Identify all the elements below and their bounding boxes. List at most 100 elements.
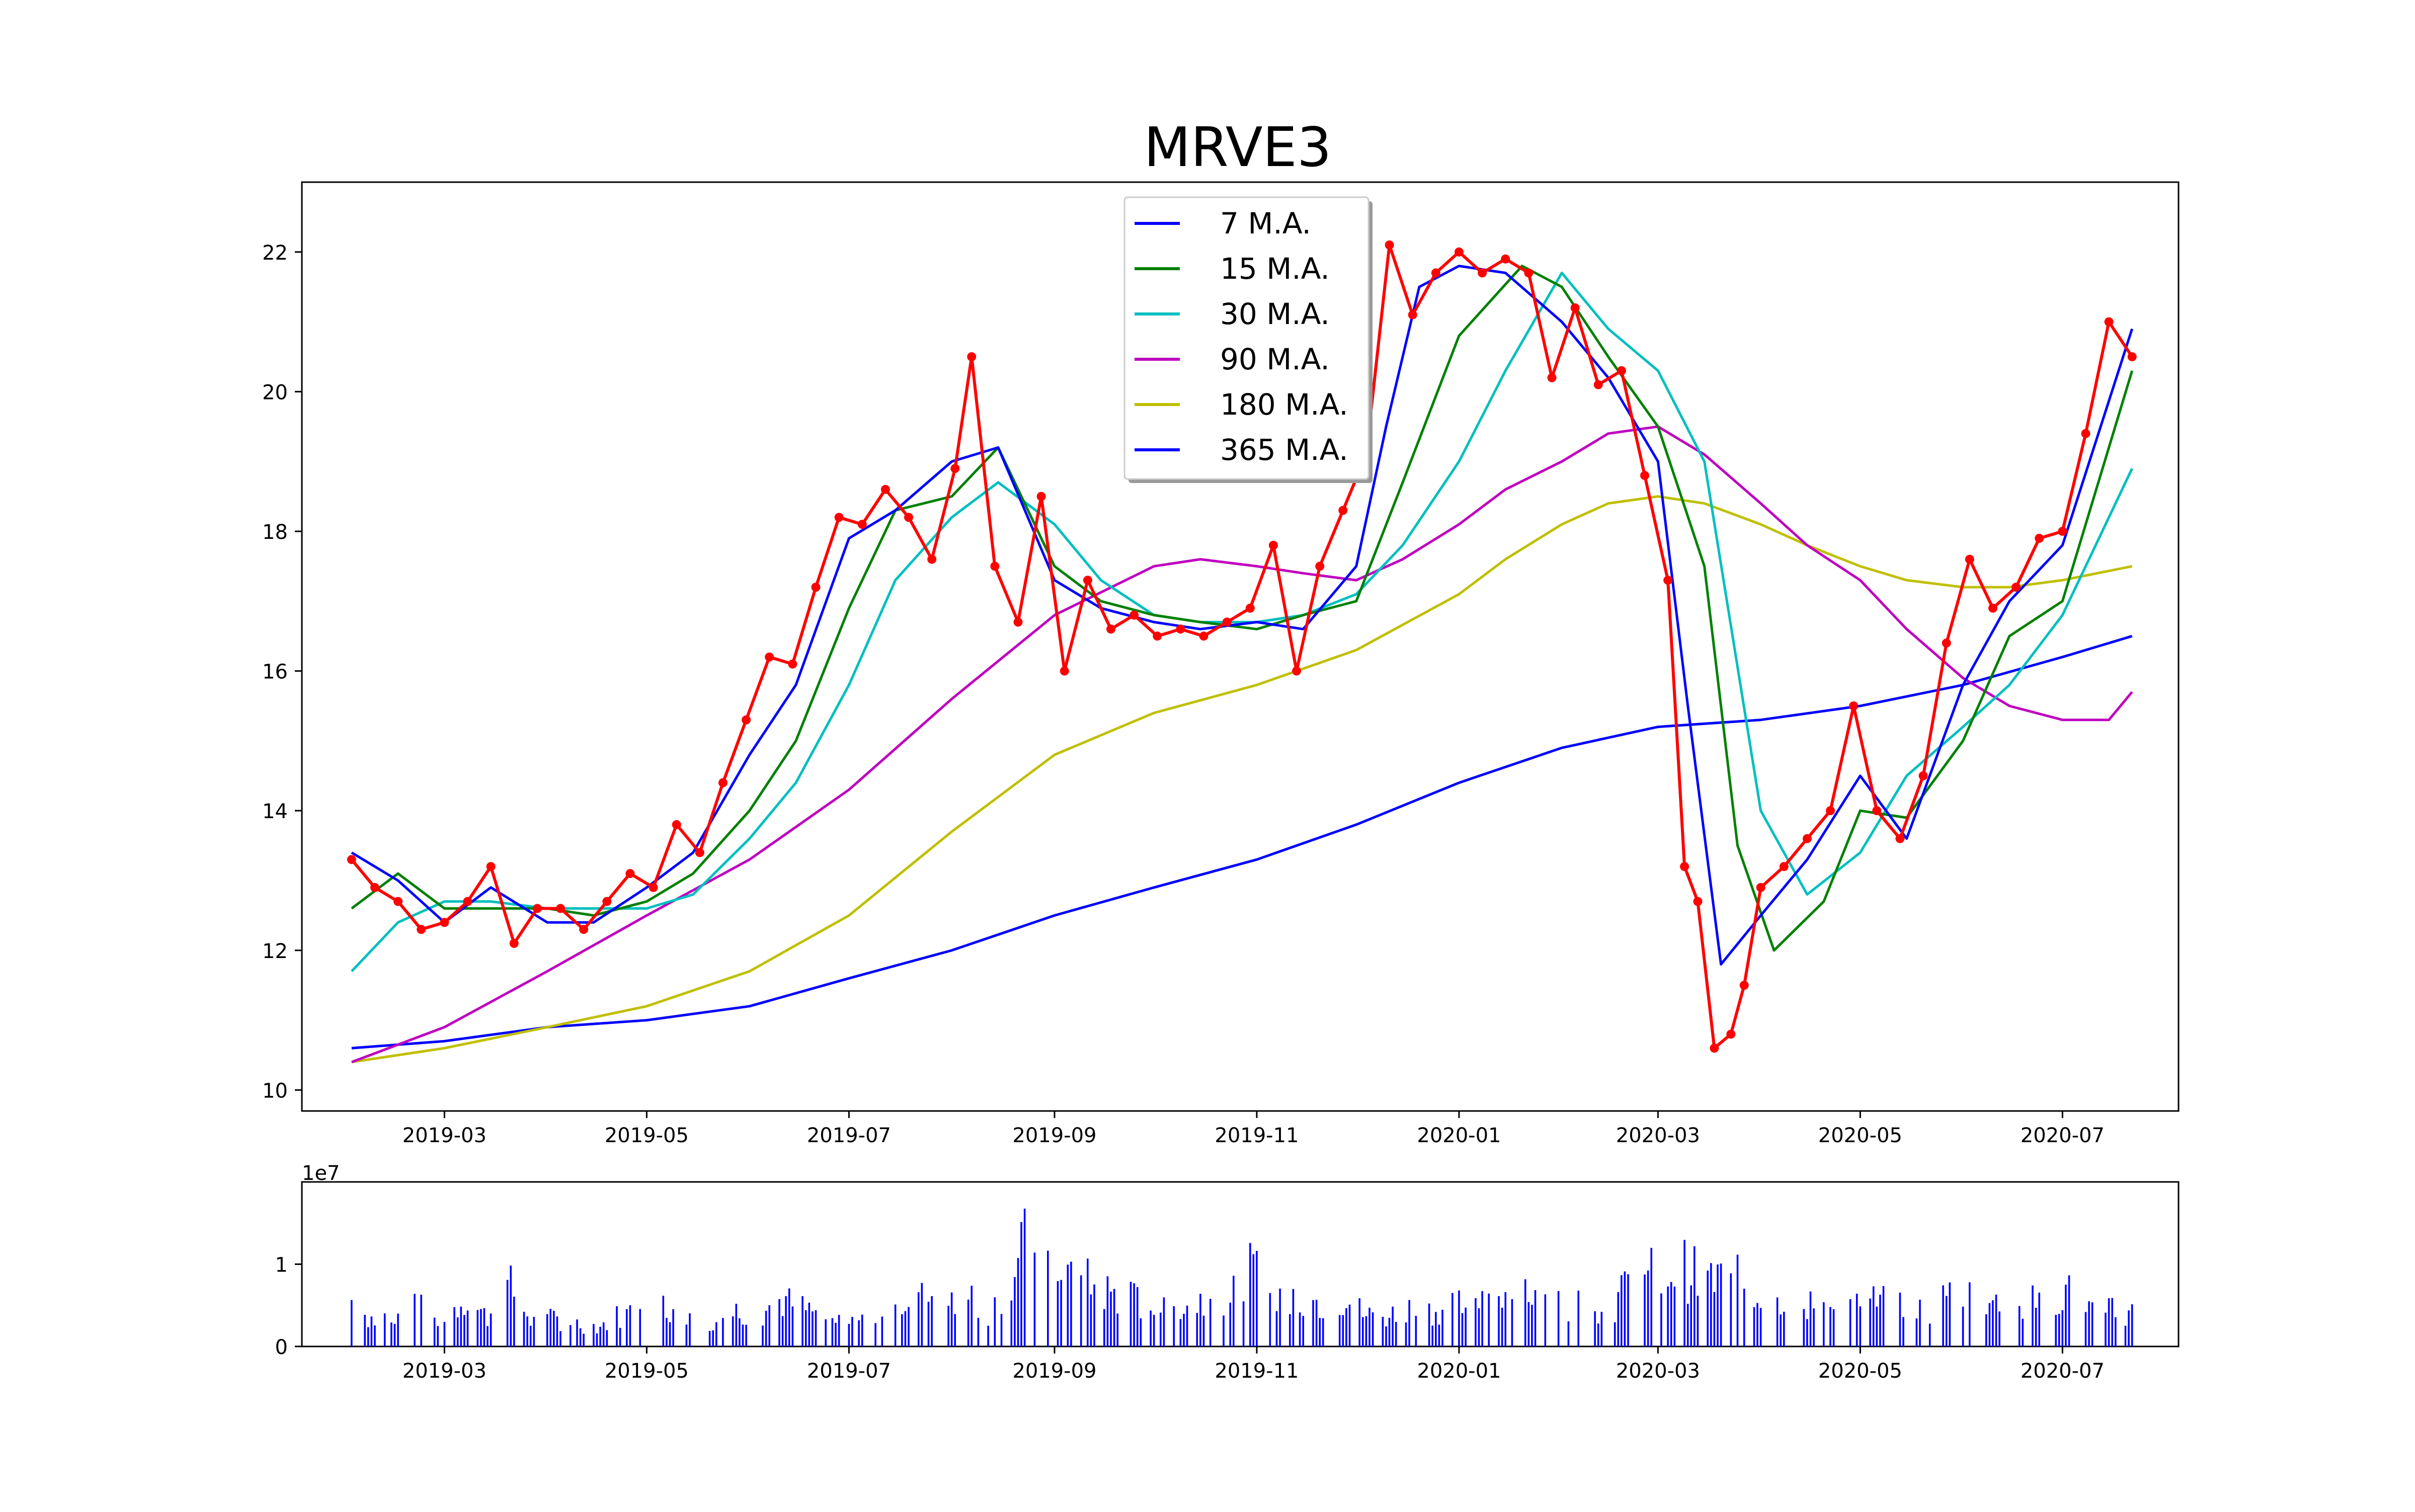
volume-x-tick-label: 2019-07 bbox=[807, 1360, 891, 1383]
volume-bar bbox=[666, 1318, 668, 1346]
volume-bar bbox=[1252, 1254, 1255, 1346]
volume-bar bbox=[510, 1265, 512, 1346]
volume-bar bbox=[1869, 1298, 1871, 1346]
volume-bar bbox=[762, 1325, 764, 1346]
volume-bar bbox=[1441, 1310, 1443, 1346]
volume-bar bbox=[1998, 1311, 2000, 1346]
volume-bar bbox=[1338, 1315, 1341, 1346]
volume-bar bbox=[1395, 1322, 1397, 1346]
volume-bar bbox=[927, 1302, 930, 1346]
volume-bar bbox=[1302, 1316, 1304, 1346]
price-point bbox=[1802, 834, 1812, 843]
volume-bar bbox=[1405, 1322, 1407, 1346]
volume-bar bbox=[553, 1311, 555, 1346]
price-axes-frame bbox=[301, 181, 2180, 1112]
price-point bbox=[440, 918, 449, 927]
volume-bar bbox=[1753, 1307, 1755, 1346]
volume-bar bbox=[742, 1324, 744, 1346]
volume-bar bbox=[390, 1322, 392, 1346]
volume-bar bbox=[463, 1315, 465, 1346]
price-point bbox=[509, 938, 519, 948]
volume-bar bbox=[1720, 1263, 1722, 1346]
price-point bbox=[1315, 562, 1325, 571]
volume-bar bbox=[1806, 1319, 1808, 1346]
price-point bbox=[625, 869, 635, 879]
x-tick-label: 2019-11 bbox=[1215, 1124, 1299, 1147]
volume-bar bbox=[1010, 1300, 1013, 1346]
volume-bar bbox=[1617, 1292, 1620, 1346]
price-plot: 10 12 14 16 18 20 22 2019-03 2019-05 2019-07 2019-… bbox=[262, 181, 2180, 1147]
volume-bar bbox=[1829, 1307, 1831, 1346]
y-tick-label: 18 bbox=[262, 521, 288, 544]
price-point bbox=[695, 848, 704, 857]
volume-bar bbox=[1087, 1258, 1089, 1346]
volume-bar bbox=[1392, 1306, 1394, 1346]
volume-bar bbox=[1776, 1297, 1779, 1346]
volume-bar bbox=[874, 1323, 876, 1346]
volume-x-tick-label: 2020-03 bbox=[1616, 1360, 1700, 1383]
volume-bar bbox=[1713, 1292, 1716, 1346]
y-tick-label: 10 bbox=[262, 1079, 288, 1102]
volume-bar bbox=[1179, 1319, 1182, 1346]
volume-bar bbox=[1813, 1308, 1815, 1346]
volume-bar bbox=[1067, 1264, 1069, 1346]
volume-bar bbox=[1504, 1292, 1506, 1346]
volume-bar bbox=[1969, 1282, 1971, 1346]
price-point bbox=[1036, 492, 1046, 501]
volume-bar bbox=[549, 1309, 551, 1346]
volume-bar bbox=[1233, 1276, 1235, 1346]
price-point bbox=[1617, 366, 1626, 375]
volume-bar bbox=[1312, 1300, 1314, 1346]
x-tick-label: 2019-09 bbox=[1012, 1124, 1096, 1147]
price-point bbox=[1153, 631, 1162, 641]
volume-bar bbox=[1229, 1302, 1231, 1346]
volume-bar bbox=[1428, 1303, 1430, 1346]
volume-bar bbox=[1962, 1306, 1964, 1346]
volume-bar bbox=[1070, 1261, 1072, 1346]
legend-label: 30 M.A. bbox=[1220, 297, 1330, 331]
volume-bar bbox=[453, 1307, 455, 1346]
volume-bar bbox=[1600, 1312, 1603, 1346]
volume-bar bbox=[2038, 1292, 2040, 1346]
volume-bar bbox=[602, 1322, 605, 1346]
volume-bar bbox=[1644, 1274, 1646, 1346]
volume-bar bbox=[739, 1318, 741, 1346]
volume-bar bbox=[1475, 1298, 1477, 1346]
volume-bar bbox=[460, 1306, 462, 1346]
volume-bar bbox=[1624, 1271, 1626, 1346]
volume-bar bbox=[629, 1305, 631, 1346]
price-point bbox=[1570, 303, 1580, 312]
volume-bar bbox=[1995, 1295, 1997, 1346]
volume-bar bbox=[804, 1310, 807, 1346]
volume-bar bbox=[2035, 1308, 2037, 1346]
legend-box bbox=[1123, 196, 1370, 480]
volume-bar bbox=[1823, 1302, 1825, 1346]
y-tick-label: 12 bbox=[262, 940, 288, 963]
volume-bar bbox=[1985, 1314, 1987, 1346]
x-tick-label: 2020-07 bbox=[2021, 1124, 2105, 1147]
volume-bar bbox=[1382, 1317, 1384, 1346]
volume-bar bbox=[848, 1324, 850, 1346]
volume-bar bbox=[1707, 1270, 1709, 1346]
volume-bar bbox=[1163, 1297, 1165, 1346]
volume-bar bbox=[2128, 1310, 2130, 1346]
volume-x-tick-label: 2019-09 bbox=[1012, 1360, 1096, 1383]
chart-title: MRVE3 bbox=[1144, 116, 1331, 179]
price-point bbox=[1756, 883, 1765, 892]
volume-bar bbox=[1650, 1248, 1652, 1346]
volume-bar bbox=[987, 1325, 989, 1346]
volume-bar bbox=[1060, 1280, 1062, 1346]
volume-bar bbox=[722, 1318, 724, 1346]
volume-bar bbox=[1113, 1289, 1115, 1346]
volume-bar bbox=[858, 1320, 860, 1346]
volume-bar bbox=[1269, 1293, 1271, 1346]
volume-bar bbox=[1849, 1299, 1852, 1346]
volume-scale-label: 1e7 bbox=[302, 1162, 340, 1185]
volume-bar bbox=[861, 1314, 863, 1346]
volume-bar bbox=[1557, 1291, 1560, 1346]
volume-bar bbox=[1531, 1305, 1533, 1346]
volume-bar bbox=[533, 1317, 535, 1346]
x-tick-label: 2019-03 bbox=[403, 1124, 487, 1147]
volume-bar bbox=[831, 1318, 834, 1346]
price-point bbox=[1501, 254, 1510, 264]
